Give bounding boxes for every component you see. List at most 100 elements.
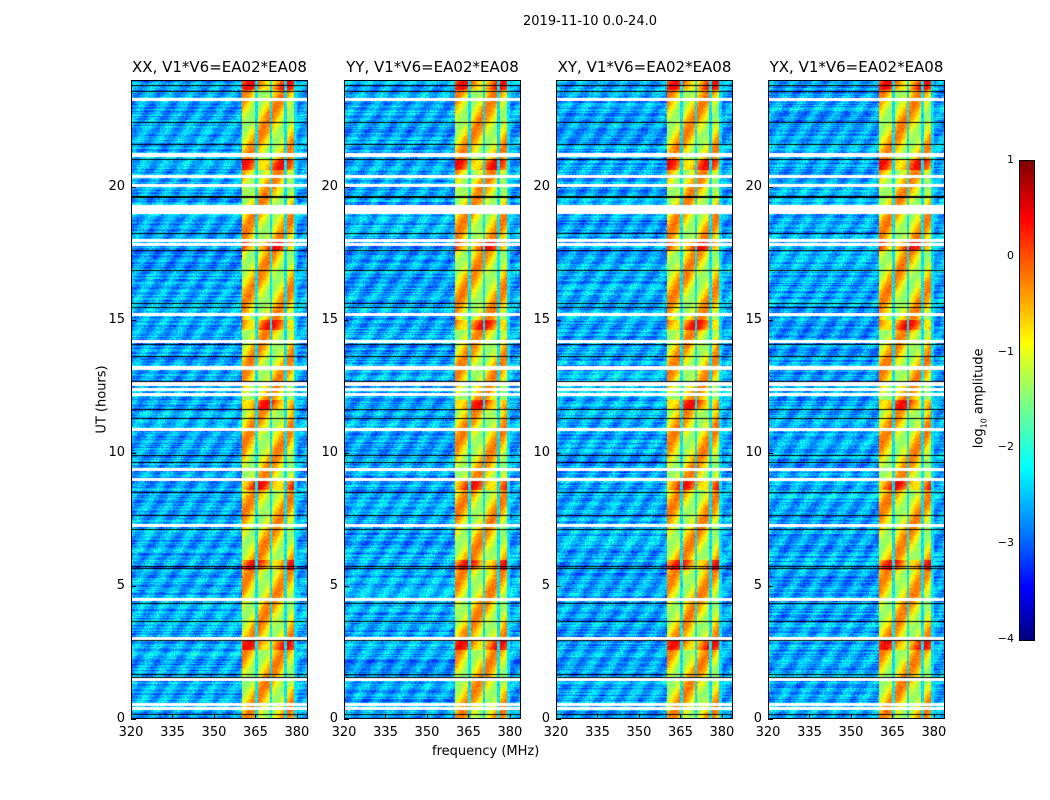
colorbar <box>1019 160 1035 641</box>
y-tick-mark <box>768 719 773 720</box>
y-tick-mark <box>556 186 561 188</box>
y-tick-mark <box>556 452 561 454</box>
panel-title: XY, V1*V6=EA02*EA08 <box>557 58 732 76</box>
x-tick-mark <box>131 714 132 719</box>
x-tick-mark <box>213 714 215 719</box>
y-tick-mark <box>344 452 349 454</box>
x-tick-mark <box>172 714 174 719</box>
y-tick-label: 15 <box>745 311 762 327</box>
x-tick-label: 380 <box>921 725 947 740</box>
x-tick-mark <box>721 714 723 719</box>
y-axis-label: UT (hours) <box>94 365 110 434</box>
y-tick-mark <box>556 719 561 720</box>
y-tick-mark <box>131 319 136 321</box>
panel-2: YY, V1*V6=EA02*EA08 320 335 350 365 380 0 5 10 15… <box>321 58 522 740</box>
y-tick-mark <box>556 585 561 587</box>
colorbar-tick-label: −1 <box>997 344 1014 358</box>
spectrogram-heatmap <box>768 80 945 719</box>
colorbar-tick-label: −2 <box>997 440 1014 454</box>
y-tick-label: 10 <box>108 444 125 460</box>
x-tick-mark <box>255 714 257 719</box>
y-tick-mark <box>131 186 136 188</box>
x-tick-mark <box>638 714 640 719</box>
x-tick-mark <box>892 714 894 719</box>
x-tick-label: 350 <box>626 725 652 740</box>
x-tick-label: 350 <box>201 725 227 740</box>
x-tick-label: 365 <box>456 725 481 740</box>
x-tick-label: 320 <box>331 725 357 740</box>
y-tick-mark <box>768 585 773 587</box>
colorbar-tick-label: 1 <box>1007 153 1014 166</box>
y-tick-label: 0 <box>541 711 550 726</box>
y-tick-mark <box>344 186 349 188</box>
panel-3: XY, V1*V6=EA02*EA08 320 335 350 365 380 0 5 10 15… <box>533 58 734 740</box>
x-tick-label: 365 <box>880 725 905 740</box>
x-tick-label: 335 <box>585 725 610 740</box>
colorbar-tick-label: −4 <box>997 632 1014 645</box>
x-tick-label: 320 <box>755 725 781 740</box>
x-tick-label: 335 <box>160 725 185 740</box>
x-tick-mark <box>426 714 428 719</box>
x-tick-label: 380 <box>497 725 523 740</box>
colorbar-tick-label: 0 <box>1007 248 1014 262</box>
x-tick-mark <box>556 714 557 719</box>
x-tick-mark <box>509 714 511 719</box>
y-tick-mark <box>131 585 136 587</box>
y-tick-label: 15 <box>321 311 338 327</box>
x-tick-mark <box>344 714 345 719</box>
x-tick-mark <box>768 714 769 719</box>
x-tick-mark <box>296 714 298 719</box>
y-tick-label: 15 <box>108 311 125 327</box>
x-tick-mark <box>809 714 811 719</box>
x-tick-label: 365 <box>243 725 268 740</box>
y-tick-label: 20 <box>533 178 550 194</box>
y-tick-label: 0 <box>116 711 125 726</box>
x-tick-label: 380 <box>709 725 735 740</box>
spectrogram-heatmap <box>131 80 308 719</box>
y-tick-label: 0 <box>753 711 762 726</box>
x-tick-mark <box>850 714 852 719</box>
x-tick-label: 380 <box>284 725 310 740</box>
x-tick-mark <box>597 714 599 719</box>
y-tick-label: 15 <box>533 311 550 327</box>
spectrogram-heatmap <box>556 80 733 719</box>
y-tick-mark <box>556 319 561 321</box>
x-tick-mark <box>385 714 387 719</box>
x-axis-label: frequency (MHz) <box>432 744 540 759</box>
y-tick-mark <box>344 585 349 587</box>
y-tick-mark <box>131 719 136 720</box>
panel-title: YX, V1*V6=EA02*EA08 <box>769 58 944 76</box>
y-tick-mark <box>768 186 773 188</box>
y-tick-mark <box>131 452 136 454</box>
y-tick-label: 5 <box>116 577 125 593</box>
y-tick-label: 20 <box>108 178 125 194</box>
x-tick-label: 320 <box>543 725 569 740</box>
y-tick-label: 20 <box>745 178 762 194</box>
x-tick-label: 350 <box>838 725 864 740</box>
y-tick-label: 0 <box>329 711 338 726</box>
y-tick-mark <box>344 319 349 321</box>
x-tick-mark <box>933 714 935 719</box>
colorbar-tick-label: −3 <box>997 536 1014 550</box>
y-tick-label: 5 <box>329 577 338 593</box>
y-tick-mark <box>768 319 773 321</box>
panel-4: YX, V1*V6=EA02*EA08 320 335 350 365 380 0 5 10 15… <box>745 58 946 740</box>
y-tick-label: 20 <box>321 178 338 194</box>
x-tick-label: 320 <box>118 725 144 740</box>
y-tick-label: 10 <box>745 444 762 460</box>
x-tick-label: 335 <box>797 725 822 740</box>
spectrogram-heatmap <box>344 80 521 719</box>
x-tick-label: 350 <box>414 725 440 740</box>
x-tick-label: 335 <box>373 725 398 740</box>
panel-title: XX, V1*V6=EA02*EA08 <box>132 58 307 76</box>
x-tick-label: 365 <box>668 725 693 740</box>
x-tick-mark <box>468 714 470 719</box>
y-tick-mark <box>344 719 349 720</box>
y-tick-label: 5 <box>753 577 762 593</box>
panel-title: YY, V1*V6=EA02*EA08 <box>346 58 519 76</box>
figure-title: 2019-11-10 0.0-24.0 <box>523 14 657 29</box>
y-tick-label: 5 <box>541 577 550 593</box>
panel-1: XX, V1*V6=EA02*EA08 320 335 350 365 380 0 5 10 15… <box>108 58 309 740</box>
y-tick-label: 10 <box>533 444 550 460</box>
y-tick-label: 10 <box>321 444 338 460</box>
